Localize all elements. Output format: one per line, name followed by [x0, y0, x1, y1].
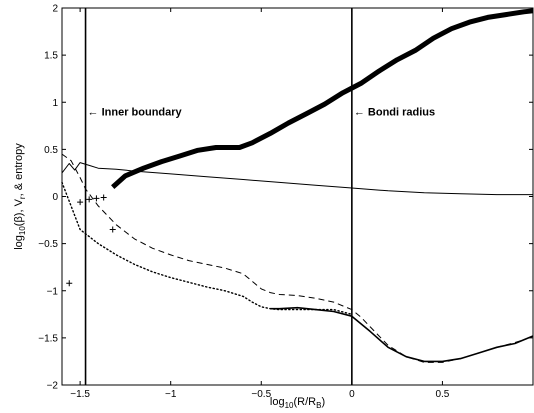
x-tick-label: −1: [165, 389, 177, 400]
x-axis-title: log10(R/RB): [270, 396, 325, 410]
y-tick-label: −1.5: [38, 333, 58, 344]
y-tick-label: −2: [47, 381, 59, 392]
y-tick-label: 2: [52, 4, 58, 15]
x-axis-title-sub: 10: [285, 401, 294, 410]
vline-label: ← Bondi radius: [354, 107, 435, 119]
x-tick-label: 0: [349, 389, 355, 400]
series-line-solid-thin: [61, 162, 533, 196]
series-line-dotted: [61, 181, 353, 315]
ticks: −1.5 −1 −0.5 0 0.5 −2 −1.5 −1 −0.5 0 0.5 1 1.5 2: [38, 4, 533, 400]
plus-marker: [93, 195, 100, 202]
y-tick-label: 1.5: [44, 51, 58, 62]
plus-marker: [77, 199, 84, 206]
y-axis-title: log10(β), Vr, & entropy: [13, 143, 27, 250]
plus-marker: [86, 196, 93, 203]
y-tick-label: 0.5: [44, 145, 58, 156]
plot-marks: [61, 8, 534, 363]
series-line-solid-thick: [111, 8, 534, 189]
vline-label: ← Inner boundary: [88, 107, 183, 119]
y-axis-title-sub: 10: [18, 226, 27, 235]
y-axis-title-sub: r: [18, 196, 27, 199]
x-tick-label: −1.5: [70, 389, 90, 400]
annotations: ← Inner boundary ← Bondi radius: [84, 8, 435, 385]
x-axis-title-part: (R/R: [293, 396, 316, 408]
y-tick-label: −1: [47, 286, 59, 297]
y-tick-label: −0.5: [38, 239, 58, 250]
y-axis-title-part: log: [13, 235, 25, 250]
plot-frame: [61, 7, 534, 386]
x-tick-label: −0.5: [251, 389, 271, 400]
y-axis-title-part: (β), V: [13, 198, 25, 226]
series-line-solid: [270, 306, 534, 363]
y-tick-label: 0: [52, 192, 58, 203]
y-tick-label: 1: [52, 98, 58, 109]
x-axis-title-sub: B: [316, 401, 321, 410]
series-line-dashed: [61, 153, 534, 363]
x-axis-title-part: log: [270, 396, 285, 408]
x-axis-title-part: ): [321, 396, 325, 408]
y-axis-title-part: , & entropy: [13, 143, 25, 197]
x-tick-label: 0.5: [435, 389, 449, 400]
plus-marker: [66, 280, 73, 287]
plus-marker: [100, 194, 107, 201]
plus-marker: [109, 226, 116, 233]
